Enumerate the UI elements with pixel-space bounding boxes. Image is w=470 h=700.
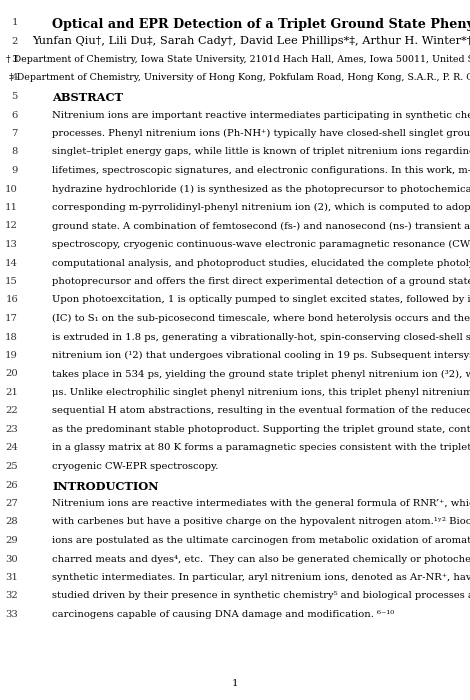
Text: 10: 10 <box>5 185 18 193</box>
Text: sequential H atom abstractions, resulting in the eventual formation of the reduc: sequential H atom abstractions, resultin… <box>52 407 470 416</box>
Text: as the predominant stable photoproduct. Supporting the triplet ground state, con: as the predominant stable photoproduct. … <box>52 425 470 434</box>
Text: 25: 25 <box>5 462 18 471</box>
Text: in a glassy matrix at 80 K forms a paramagnetic species consistent with the trip: in a glassy matrix at 80 K forms a param… <box>52 444 470 452</box>
Text: INTRODUCTION: INTRODUCTION <box>52 480 158 491</box>
Text: 28: 28 <box>5 517 18 526</box>
Text: 11: 11 <box>5 203 18 212</box>
Text: 8: 8 <box>12 148 18 157</box>
Text: μs. Unlike electrophilic singlet phenyl nitrenium ions, this triplet phenyl nitr: μs. Unlike electrophilic singlet phenyl … <box>52 388 470 397</box>
Text: 5: 5 <box>12 92 18 101</box>
Text: is extruded in 1.8 ps, generating a vibrationally-hot, spin-conserving closed-sh: is extruded in 1.8 ps, generating a vibr… <box>52 332 470 342</box>
Text: Optical and EPR Detection of a Triplet Ground State Phenyl Nitrenium Ion: Optical and EPR Detection of a Triplet G… <box>52 18 470 31</box>
Text: 4: 4 <box>11 74 18 83</box>
Text: synthetic intermediates. In particular, aryl nitrenium ions, denoted as Ar-NR⁺, : synthetic intermediates. In particular, … <box>52 573 470 582</box>
Text: studied driven by their presence in synthetic chemistry⁵ and biological processe: studied driven by their presence in synt… <box>52 592 470 601</box>
Text: processes. Phenyl nitrenium ions (Ph-NH⁺) typically have closed-shell singlet gr: processes. Phenyl nitrenium ions (Ph-NH⁺… <box>52 129 470 138</box>
Text: Yunfan Qiu†, Lili Du‡, Sarah Cady†, David Lee Phillips*‡, Arthur H. Winter*†: Yunfan Qiu†, Lili Du‡, Sarah Cady†, Davi… <box>32 36 470 46</box>
Text: computational analysis, and photoproduct studies, elucidated the complete photol: computational analysis, and photoproduct… <box>52 258 470 267</box>
Text: 2: 2 <box>12 36 18 46</box>
Text: 6: 6 <box>12 111 18 120</box>
Text: takes place in 534 ps, yielding the ground state triplet phenyl nitrenium ion (³: takes place in 534 ps, yielding the grou… <box>52 370 470 379</box>
Text: Upon photoexcitation, 1 is optically pumped to singlet excited states, followed : Upon photoexcitation, 1 is optically pum… <box>52 295 470 304</box>
Text: 26: 26 <box>5 480 18 489</box>
Text: 19: 19 <box>5 351 18 360</box>
Text: 13: 13 <box>5 240 18 249</box>
Text: 22: 22 <box>5 407 18 416</box>
Text: 18: 18 <box>5 332 18 342</box>
Text: singlet–triplet energy gaps, while little is known of triplet nitrenium ions reg: singlet–triplet energy gaps, while littl… <box>52 148 470 157</box>
Text: cryogenic CW-EPR spectroscopy.: cryogenic CW-EPR spectroscopy. <box>52 462 219 471</box>
Text: (IC) to S₁ on the sub-picosecond timescale, where bond heterolysis occurs and th: (IC) to S₁ on the sub-picosecond timesca… <box>52 314 470 323</box>
Text: ‡ Department of Chemistry, University of Hong Kong, Pokfulam Road, Hong Kong, S.: ‡ Department of Chemistry, University of… <box>9 74 470 83</box>
Text: 27: 27 <box>5 499 18 508</box>
Text: 24: 24 <box>5 444 18 452</box>
Text: 12: 12 <box>5 221 18 230</box>
Text: 7: 7 <box>12 129 18 138</box>
Text: 16: 16 <box>5 295 18 304</box>
Text: 1: 1 <box>11 18 18 27</box>
Text: 21: 21 <box>5 388 18 397</box>
Text: photoprecursor and offers the first direct experimental detection of a ground st: photoprecursor and offers the first dire… <box>52 277 470 286</box>
Text: 20: 20 <box>5 370 18 379</box>
Text: 33: 33 <box>5 610 18 619</box>
Text: nitrenium ion (¹2) that undergoes vibrational cooling in 19 ps. Subsequent inter: nitrenium ion (¹2) that undergoes vibrat… <box>52 351 470 360</box>
Text: Nitrenium ions are reactive intermediates with the general formula of RNR’⁺, whi: Nitrenium ions are reactive intermediate… <box>52 499 470 508</box>
Text: ABSTRACT: ABSTRACT <box>52 92 123 103</box>
Text: spectroscopy, cryogenic continuous-wave electronic paramagnetic resonance (CW-EP: spectroscopy, cryogenic continuous-wave … <box>52 240 470 249</box>
Text: 32: 32 <box>5 592 18 601</box>
Text: 31: 31 <box>5 573 18 582</box>
Text: charred meats and dyes⁴, etc.  They can also be generated chemically or photoche: charred meats and dyes⁴, etc. They can a… <box>52 554 470 564</box>
Text: ions are postulated as the ultimate carcinogen from metabolic oxidation of aroma: ions are postulated as the ultimate carc… <box>52 536 470 545</box>
Text: hydrazine hydrochloride (1) is synthesized as the photoprecursor to photochemica: hydrazine hydrochloride (1) is synthesiz… <box>52 185 470 194</box>
Text: 29: 29 <box>5 536 18 545</box>
Text: 30: 30 <box>5 554 18 564</box>
Text: 14: 14 <box>5 258 18 267</box>
Text: † Department of Chemistry, Iowa State University, 2101d Hach Hall, Ames, Iowa 50: † Department of Chemistry, Iowa State Un… <box>6 55 470 64</box>
Text: ground state. A combination of femtosecond (fs-) and nanosecond (ns-) transient : ground state. A combination of femtoseco… <box>52 221 470 230</box>
Text: Nitrenium ions are important reactive intermediates participating in synthetic c: Nitrenium ions are important reactive in… <box>52 111 470 120</box>
Text: corresponding m-pyrrolidinyl-phenyl nitrenium ion (2), which is computed to adop: corresponding m-pyrrolidinyl-phenyl nitr… <box>52 203 470 212</box>
Text: 1: 1 <box>232 679 238 688</box>
Text: 15: 15 <box>5 277 18 286</box>
Text: 3: 3 <box>12 55 18 64</box>
Text: 17: 17 <box>5 314 18 323</box>
Text: carcinogens capable of causing DNA damage and modification. ⁶⁻¹⁰: carcinogens capable of causing DNA damag… <box>52 610 394 619</box>
Text: lifetimes, spectroscopic signatures, and electronic configurations. In this work: lifetimes, spectroscopic signatures, and… <box>52 166 470 175</box>
Text: 23: 23 <box>5 425 18 434</box>
Text: 9: 9 <box>12 166 18 175</box>
Text: with carbenes but have a positive charge on the hypovalent nitrogen atom.¹ʸ² Bio: with carbenes but have a positive charge… <box>52 517 470 526</box>
